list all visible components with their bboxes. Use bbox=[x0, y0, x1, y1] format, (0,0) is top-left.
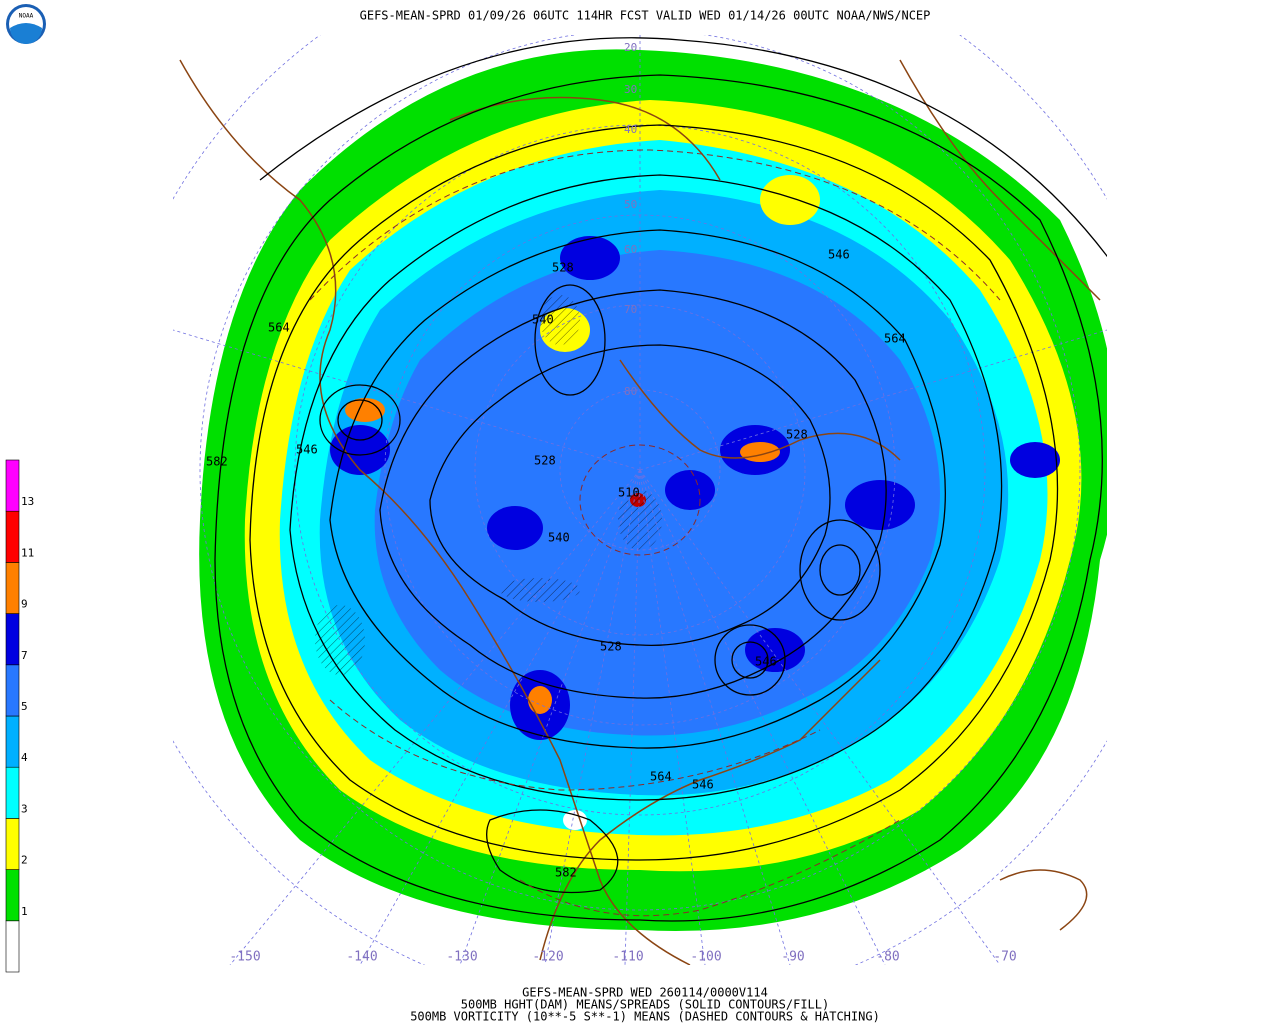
colorbar: 1 2 3 4 5 7 9 11 13 bbox=[5, 459, 34, 973]
longitude-label: -140 bbox=[346, 950, 377, 965]
colorbar-label: 4 bbox=[21, 751, 28, 764]
latitude-label: 70 bbox=[624, 303, 637, 316]
colorbar-label: 5 bbox=[21, 700, 28, 713]
map-title: GEFS-MEAN-SPRD 01/09/26 06UTC 114HR FCST… bbox=[360, 9, 931, 23]
map bbox=[173, 35, 1107, 965]
latitude-label: 20 bbox=[624, 41, 637, 54]
contour-label: 540 bbox=[532, 313, 554, 327]
contour-label: 528 bbox=[552, 261, 574, 275]
noaa-logo: NOAA bbox=[6, 4, 46, 44]
longitude-labels: -150 -140 -130 -120 -110 -100 -90 -80 -70 bbox=[229, 950, 1016, 965]
longitude-label: -130 bbox=[446, 950, 477, 965]
longitude-label: -90 bbox=[781, 950, 804, 965]
footer: GEFS-MEAN-SPRD WED 260114/0000V114 500MB… bbox=[410, 986, 880, 1024]
colorbar-segment bbox=[5, 562, 20, 614]
latitude-label: 80 bbox=[624, 385, 637, 398]
footer-line: GEFS-MEAN-SPRD WED 260114/0000V114 bbox=[522, 986, 768, 1000]
colorbar-segment bbox=[5, 613, 20, 666]
latitude-label: 40 bbox=[624, 123, 637, 136]
contour-label: 528 bbox=[786, 428, 808, 442]
contour-label: 510 bbox=[618, 486, 640, 500]
colorbar-label: 1 bbox=[21, 905, 28, 918]
contour-label: 528 bbox=[600, 640, 622, 654]
colorbar-segment bbox=[5, 766, 20, 819]
height-contours bbox=[214, 37, 1107, 922]
latitude-label: 50 bbox=[624, 198, 637, 211]
colorbar-segment bbox=[5, 715, 20, 768]
contour-label: 540 bbox=[548, 531, 570, 545]
colorbar-segment bbox=[5, 459, 20, 512]
longitude-label: -100 bbox=[690, 950, 721, 965]
colorbar-label: 13 bbox=[21, 495, 34, 508]
spread-fill bbox=[199, 49, 1107, 931]
longitude-label: -80 bbox=[876, 950, 899, 965]
coastlines bbox=[179, 59, 1101, 965]
contour-label: 546 bbox=[692, 778, 714, 792]
contour-label: 564 bbox=[650, 770, 672, 784]
colorbar-label: 9 bbox=[21, 598, 28, 611]
contour-label: 546 bbox=[755, 655, 777, 669]
contour-label: 546 bbox=[828, 248, 850, 262]
longitude-label: -120 bbox=[532, 950, 563, 965]
latitude-circles bbox=[173, 35, 1107, 965]
latitude-labels: 20 30 40 50 60 70 80 bbox=[624, 41, 637, 398]
longitude-label: -150 bbox=[229, 950, 260, 965]
contour-label: 528 bbox=[534, 454, 556, 468]
logo-text: NOAA bbox=[19, 13, 34, 20]
colorbar-segment bbox=[5, 920, 20, 973]
colorbar-segment bbox=[5, 664, 20, 717]
latitude-label: 60 bbox=[624, 243, 637, 256]
footer-line: 500MB VORTICITY (10**-5 S**-1) MEANS (DA… bbox=[410, 1010, 880, 1024]
vorticity-contours bbox=[309, 149, 1001, 917]
contour-label: 582 bbox=[206, 455, 228, 469]
footer-line: 500MB HGHT(DAM) MEANS/SPREADS (SOLID CON… bbox=[461, 998, 829, 1012]
longitude-label: -70 bbox=[993, 950, 1016, 965]
contour-label: 582 bbox=[555, 866, 577, 880]
colorbar-label: 3 bbox=[21, 802, 28, 815]
colorbar-label: 7 bbox=[21, 649, 28, 662]
colorbar-label: 11 bbox=[21, 546, 34, 559]
colorbar-label: 2 bbox=[21, 854, 28, 867]
contour-labels: 528 540 564 546 582 528 546 564 528 540 … bbox=[206, 248, 906, 880]
contour-label: 546 bbox=[296, 443, 318, 457]
latitude-label: 30 bbox=[624, 83, 637, 96]
contour-label: 564 bbox=[268, 321, 290, 335]
longitude-label: -110 bbox=[612, 950, 643, 965]
contour-label: 564 bbox=[884, 332, 906, 346]
colorbar-segment bbox=[5, 510, 20, 563]
colorbar-segment bbox=[5, 818, 20, 870]
colorbar-segment bbox=[5, 869, 20, 922]
